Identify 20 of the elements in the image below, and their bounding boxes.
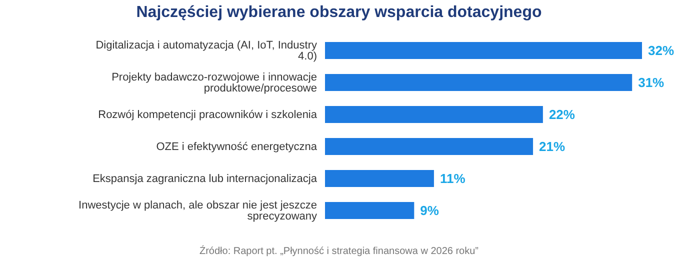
bar	[325, 202, 414, 219]
y-tick-label: OZE i efektywność energetyczna	[156, 140, 318, 153]
chart-title: Najczęściej wybierane obszary wsparcia dotacyjnego	[135, 4, 543, 23]
data-label: 21%	[539, 139, 566, 154]
data-label: 11%	[440, 171, 466, 186]
bar	[325, 74, 632, 91]
data-label: 32%	[648, 43, 674, 58]
y-tick-label: Rozwój kompetencji pracowników i szkolenia	[98, 108, 318, 121]
data-label: 22%	[548, 107, 576, 122]
y-tick-label: Ekspansja zagraniczna lub internacjonalizacja	[92, 172, 318, 185]
bar	[325, 106, 543, 123]
y-tick-label: Projekty badawczo-rozwojowe i innowacje produktowe/procesowe	[112, 71, 317, 94]
bar	[325, 42, 642, 59]
bar	[325, 170, 434, 187]
text: Źródło: Raport pt. „Płynność i strategia finansowa w 2026 roku”	[198, 246, 480, 257]
data-label: 9%	[420, 203, 440, 218]
y-tick-label: Inwestycje w planach, ale obszar nie jest jeszcze sprecyzowany	[78, 199, 318, 222]
bar	[325, 138, 534, 155]
data-label: 31%	[638, 75, 665, 90]
y-tick-label: Digitalizacja i automatyzacja (AI, IoT, Industry 4.0)	[96, 39, 318, 62]
